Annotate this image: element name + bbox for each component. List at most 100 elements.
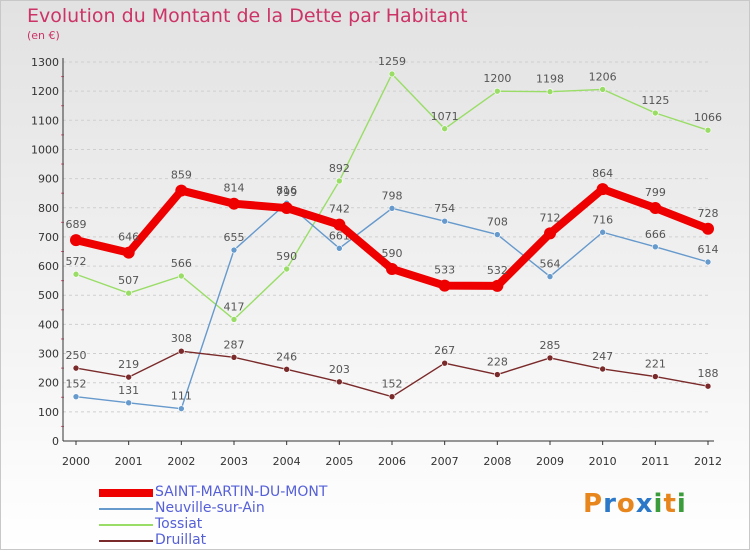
- data-point: [175, 184, 188, 197]
- data-label: 111: [171, 390, 192, 403]
- data-label: 1200: [483, 72, 511, 85]
- x-tick-label: 2004: [273, 455, 301, 468]
- y-tick-label: 900: [38, 173, 59, 186]
- chart-unit-label: (en €): [27, 29, 60, 42]
- data-point: [546, 88, 554, 96]
- legend-swatch: [99, 540, 153, 542]
- data-label: 1071: [431, 110, 459, 123]
- x-tick-label: 2011: [641, 455, 669, 468]
- data-point: [72, 393, 80, 400]
- data-point: [70, 234, 82, 247]
- data-point: [441, 359, 448, 367]
- data-label: 247: [592, 350, 613, 363]
- logo-letter: o: [616, 489, 636, 519]
- logo-letter: P: [583, 489, 604, 519]
- data-label: 417: [224, 300, 245, 313]
- data-point: [388, 70, 396, 78]
- logo-letter: t: [663, 489, 677, 519]
- data-label: 892: [329, 162, 350, 175]
- data-point: [178, 347, 185, 355]
- data-point: [494, 87, 501, 95]
- data-point: [72, 270, 80, 278]
- data-point: [494, 371, 501, 378]
- data-point: [125, 373, 132, 381]
- data-point: [386, 262, 398, 275]
- chart-title: Evolution du Montant de la Dette par Hab…: [27, 5, 468, 27]
- data-point: [652, 109, 659, 117]
- data-label: 590: [382, 247, 403, 260]
- data-label: 1198: [536, 73, 564, 86]
- data-label: 614: [698, 243, 719, 256]
- data-label: 655: [224, 231, 245, 244]
- data-point: [704, 126, 712, 134]
- data-label: 308: [171, 332, 192, 345]
- data-label: 285: [540, 339, 561, 352]
- data-label: 267: [434, 344, 455, 357]
- x-tick-label: 2008: [483, 455, 511, 468]
- data-point: [599, 365, 606, 373]
- data-point: [230, 354, 238, 361]
- data-label: 728: [698, 207, 719, 220]
- legend-label: Druillat: [155, 532, 207, 548]
- data-label: 250: [66, 349, 87, 362]
- data-label: 188: [698, 367, 719, 380]
- data-point: [649, 202, 662, 215]
- data-label: 798: [382, 189, 403, 202]
- x-tick-label: 2007: [431, 455, 459, 468]
- data-label: 228: [487, 356, 508, 369]
- data-label: 572: [66, 255, 87, 268]
- data-label: 712: [540, 211, 561, 224]
- data-label: 864: [592, 167, 613, 180]
- logo-letter: i: [676, 489, 687, 519]
- data-label: 716: [592, 213, 613, 226]
- data-label: 221: [645, 358, 666, 371]
- legend-swatch: [99, 489, 153, 497]
- x-tick-label: 2006: [378, 455, 406, 468]
- logo-letter: r: [603, 489, 617, 519]
- data-label: 1206: [589, 70, 617, 83]
- data-label: 1259: [378, 55, 406, 68]
- data-label: 799: [276, 186, 297, 199]
- y-tick-label: 500: [38, 289, 59, 302]
- proxiti-logo: Proxiti: [583, 489, 687, 519]
- legend-label: Tossiat: [155, 516, 203, 532]
- x-tick-label: 2005: [325, 455, 353, 468]
- y-tick-label: 800: [38, 202, 59, 215]
- legend-swatch: [99, 524, 153, 526]
- data-label: 708: [487, 216, 508, 229]
- data-point: [122, 246, 135, 259]
- data-label: 507: [118, 274, 139, 287]
- data-label: 754: [434, 202, 455, 215]
- data-label: 646: [118, 231, 139, 244]
- data-label: 689: [66, 218, 87, 231]
- data-point: [72, 364, 80, 372]
- y-tick-label: 1200: [31, 85, 59, 98]
- x-tick-label: 2003: [220, 455, 248, 468]
- y-tick-label: 1000: [31, 143, 59, 156]
- data-label: 532: [487, 264, 508, 277]
- data-point: [178, 405, 185, 412]
- data-point: [441, 125, 448, 133]
- data-label: 246: [276, 350, 297, 363]
- data-point: [388, 393, 396, 400]
- x-tick-label: 2012: [694, 455, 722, 468]
- data-point: [230, 246, 238, 254]
- y-tick-label: 1100: [31, 114, 59, 127]
- data-point: [178, 272, 185, 280]
- y-tick-label: 0: [52, 435, 59, 448]
- data-label: 816: [276, 184, 297, 197]
- data-point: [544, 227, 556, 240]
- data-point: [491, 279, 504, 292]
- data-label: 666: [645, 228, 666, 241]
- y-tick-label: 100: [38, 406, 59, 419]
- data-point: [702, 222, 714, 235]
- data-label: 131: [118, 384, 139, 397]
- data-label: 1125: [641, 94, 669, 107]
- data-point: [546, 354, 554, 362]
- y-tick-label: 1300: [31, 56, 59, 69]
- data-label: 287: [224, 338, 245, 351]
- data-label: 219: [118, 358, 139, 371]
- data-point: [596, 183, 609, 196]
- data-label: 742: [329, 203, 350, 216]
